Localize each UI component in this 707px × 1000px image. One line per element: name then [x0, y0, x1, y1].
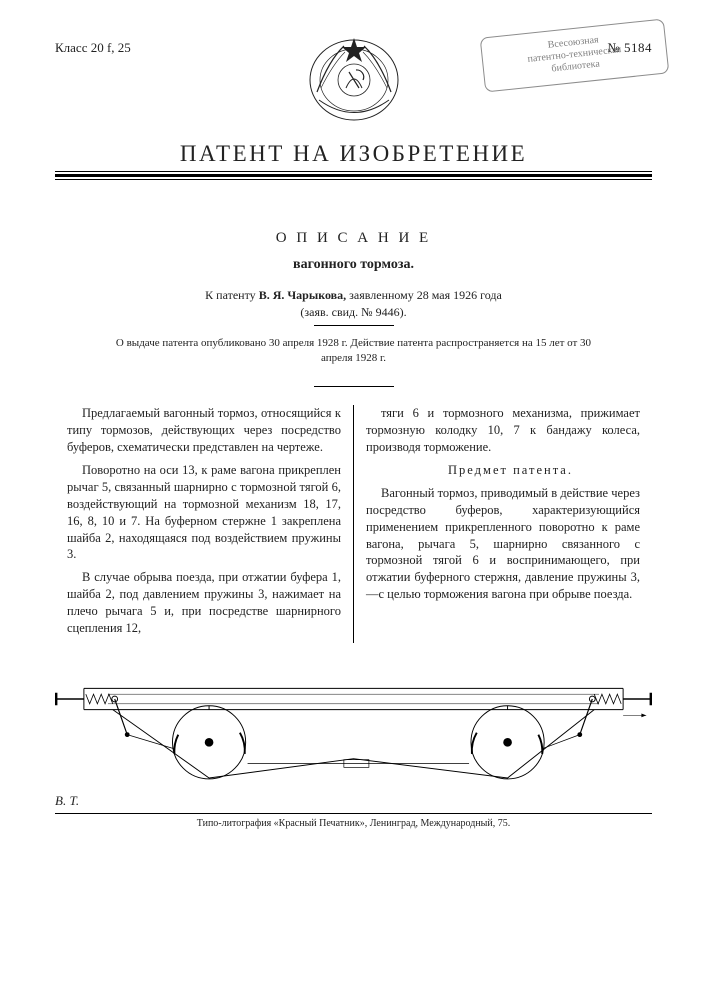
rule [55, 171, 652, 172]
small-divider [314, 386, 394, 387]
description-heading: О П И С А Н И Е [55, 230, 652, 247]
footer-rule [55, 813, 652, 814]
claim-heading: Предмет патента. [366, 462, 640, 479]
patent-drawing [55, 665, 652, 785]
small-divider [314, 325, 394, 326]
state-emblem [299, 30, 409, 125]
application-number: (заяв. свид. № 9446). [300, 305, 406, 319]
class-label: Класс 20 f, 25 [55, 40, 131, 56]
body-columns: Предлагаемый вагонный тормоз, относящийс… [55, 405, 652, 642]
patent-meta: К патенту В. Я. Чарыкова, заявленному 28… [55, 287, 652, 321]
footer-imprint: Типо-литография «Красный Печатник», Лени… [55, 818, 652, 829]
publication-note: О выдаче патента опубликовано 30 апреля … [114, 336, 594, 367]
body-paragraph: тяги 6 и тормозного механизма, прижимает… [366, 405, 640, 456]
body-paragraph: Предлагаемый вагонный тормоз, относящийс… [67, 405, 341, 456]
library-stamp: Всесоюзная патентно-техническая библиоте… [480, 18, 670, 92]
body-paragraph: Поворотно на оси 13, к раме вагона прикр… [67, 462, 341, 563]
meta-prefix: К патенту [205, 288, 259, 302]
column-right: тяги 6 и тормозного механизма, прижимает… [354, 405, 652, 642]
signature: В. Т. [55, 793, 652, 809]
patent-author: В. Я. Чарыкова, [259, 288, 346, 302]
patent-page: Класс 20 f, 25 № 5184 Всесоюзная патентн… [0, 0, 707, 849]
claim-text: Вагонный тормоз, приводимый в действие ч… [366, 485, 640, 603]
meta-suffix: заявленному 28 мая 1926 года [346, 288, 502, 302]
invention-subtitle: вагонного тормоза. [55, 257, 652, 273]
body-paragraph: В случае обрыва поезда, при отжатии буфе… [67, 569, 341, 637]
main-title: ПАТЕНТ НА ИЗОБРЕТЕНИЕ [55, 141, 652, 167]
rule [55, 179, 652, 180]
rule-thick [55, 174, 652, 177]
column-left: Предлагаемый вагонный тормоз, относящийс… [55, 405, 354, 642]
